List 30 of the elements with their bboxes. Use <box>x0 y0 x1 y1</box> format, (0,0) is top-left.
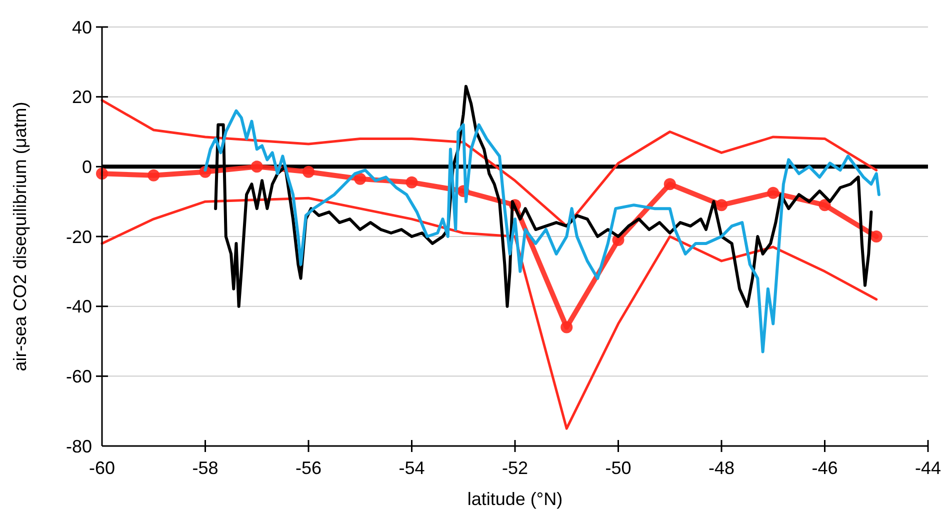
point <box>148 169 160 182</box>
y-tick-label: 20 <box>72 87 92 108</box>
x-tick-label: -44 <box>914 458 942 478</box>
point <box>302 166 314 178</box>
line-series <box>100 99 878 228</box>
x-tick-label: -60 <box>88 458 116 478</box>
point <box>716 199 728 212</box>
y-tick-label: 40 <box>72 17 92 38</box>
point <box>250 160 263 173</box>
y-tick-label: 0 <box>82 156 92 177</box>
x-tick-label: -56 <box>295 458 322 478</box>
x-axis-title: latitude (°N) <box>467 489 563 509</box>
x-tick-label: -48 <box>708 458 735 478</box>
point <box>354 172 366 185</box>
x-tick-label: -46 <box>812 458 838 478</box>
point <box>818 199 831 212</box>
y-tick-label: -80 <box>66 436 92 456</box>
x-tick-label: -50 <box>605 458 632 478</box>
x-tick-label: -52 <box>502 458 528 478</box>
point <box>406 176 418 188</box>
point <box>767 186 780 199</box>
x-tick-label: -54 <box>398 458 425 478</box>
y-axis-title: air-sea CO2 disequilibrium (μatm) <box>10 102 30 372</box>
point <box>870 230 882 242</box>
x-tick-label: -58 <box>192 458 218 478</box>
y-tick-label: -20 <box>66 226 92 247</box>
point <box>560 321 573 334</box>
y-tick-label: -60 <box>66 366 92 386</box>
point <box>664 178 676 190</box>
y-tick-label: -40 <box>66 296 92 317</box>
